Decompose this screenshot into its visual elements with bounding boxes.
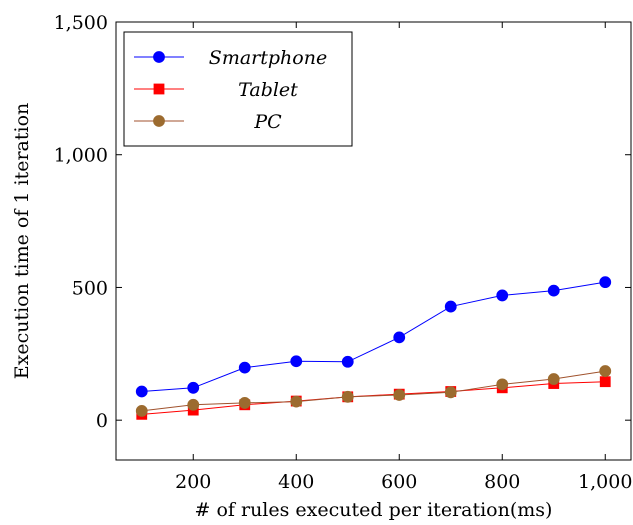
data-point xyxy=(341,355,354,368)
data-point xyxy=(393,389,406,401)
y-tick-label: 500 xyxy=(72,277,108,299)
data-point xyxy=(341,390,354,403)
y-tick-label: 0 xyxy=(96,410,108,432)
y-axis-ticks: 0 500 1,000 1,500 xyxy=(54,12,631,432)
x-axis-ticks: 200 400 600 800 1,000 xyxy=(175,22,632,493)
x-axis-label: # of rules executed per iteration(ms) xyxy=(195,499,553,521)
data-point xyxy=(393,331,406,344)
data-point xyxy=(238,397,251,409)
legend-marker xyxy=(153,83,165,95)
axes-frame xyxy=(115,21,632,461)
y-tick-label: 1,000 xyxy=(54,145,108,167)
data-point xyxy=(187,381,200,394)
data-point xyxy=(290,355,303,368)
series-smartphone xyxy=(135,276,612,398)
x-tick-label: 1,000 xyxy=(578,471,632,493)
data-point xyxy=(444,386,457,399)
series-line xyxy=(141,370,606,412)
data-point xyxy=(290,395,303,408)
legend-label: Tablet xyxy=(238,79,298,101)
data-point xyxy=(238,361,251,374)
x-tick-label: 800 xyxy=(484,471,520,493)
series-layer xyxy=(135,276,612,420)
data-point xyxy=(496,378,509,391)
x-tick-label: 400 xyxy=(278,471,314,493)
legend-label: Smartphone xyxy=(209,47,327,69)
legend: Smartphone Tablet PC xyxy=(123,31,353,147)
data-point xyxy=(496,289,509,302)
data-point xyxy=(547,284,560,297)
data-point xyxy=(599,376,611,388)
series-line xyxy=(141,381,606,415)
data-point xyxy=(599,276,612,289)
data-point xyxy=(135,385,148,398)
data-point xyxy=(135,404,148,417)
data-point xyxy=(599,365,612,377)
x-tick-label: 600 xyxy=(381,471,417,493)
legend-label: PC xyxy=(253,111,282,133)
data-point xyxy=(187,398,200,411)
x-tick-label: 200 xyxy=(175,471,211,493)
data-point xyxy=(444,300,457,313)
series-line xyxy=(141,281,606,393)
plot-frame xyxy=(115,21,632,461)
y-axis-label: Execution time of 1 iteration xyxy=(11,103,33,380)
data-point xyxy=(547,373,560,385)
y-tick-label: 1,500 xyxy=(54,12,108,34)
series-tablet xyxy=(136,376,611,420)
legend-marker xyxy=(153,51,165,63)
series-pc xyxy=(135,365,612,417)
legend-marker xyxy=(153,115,165,127)
